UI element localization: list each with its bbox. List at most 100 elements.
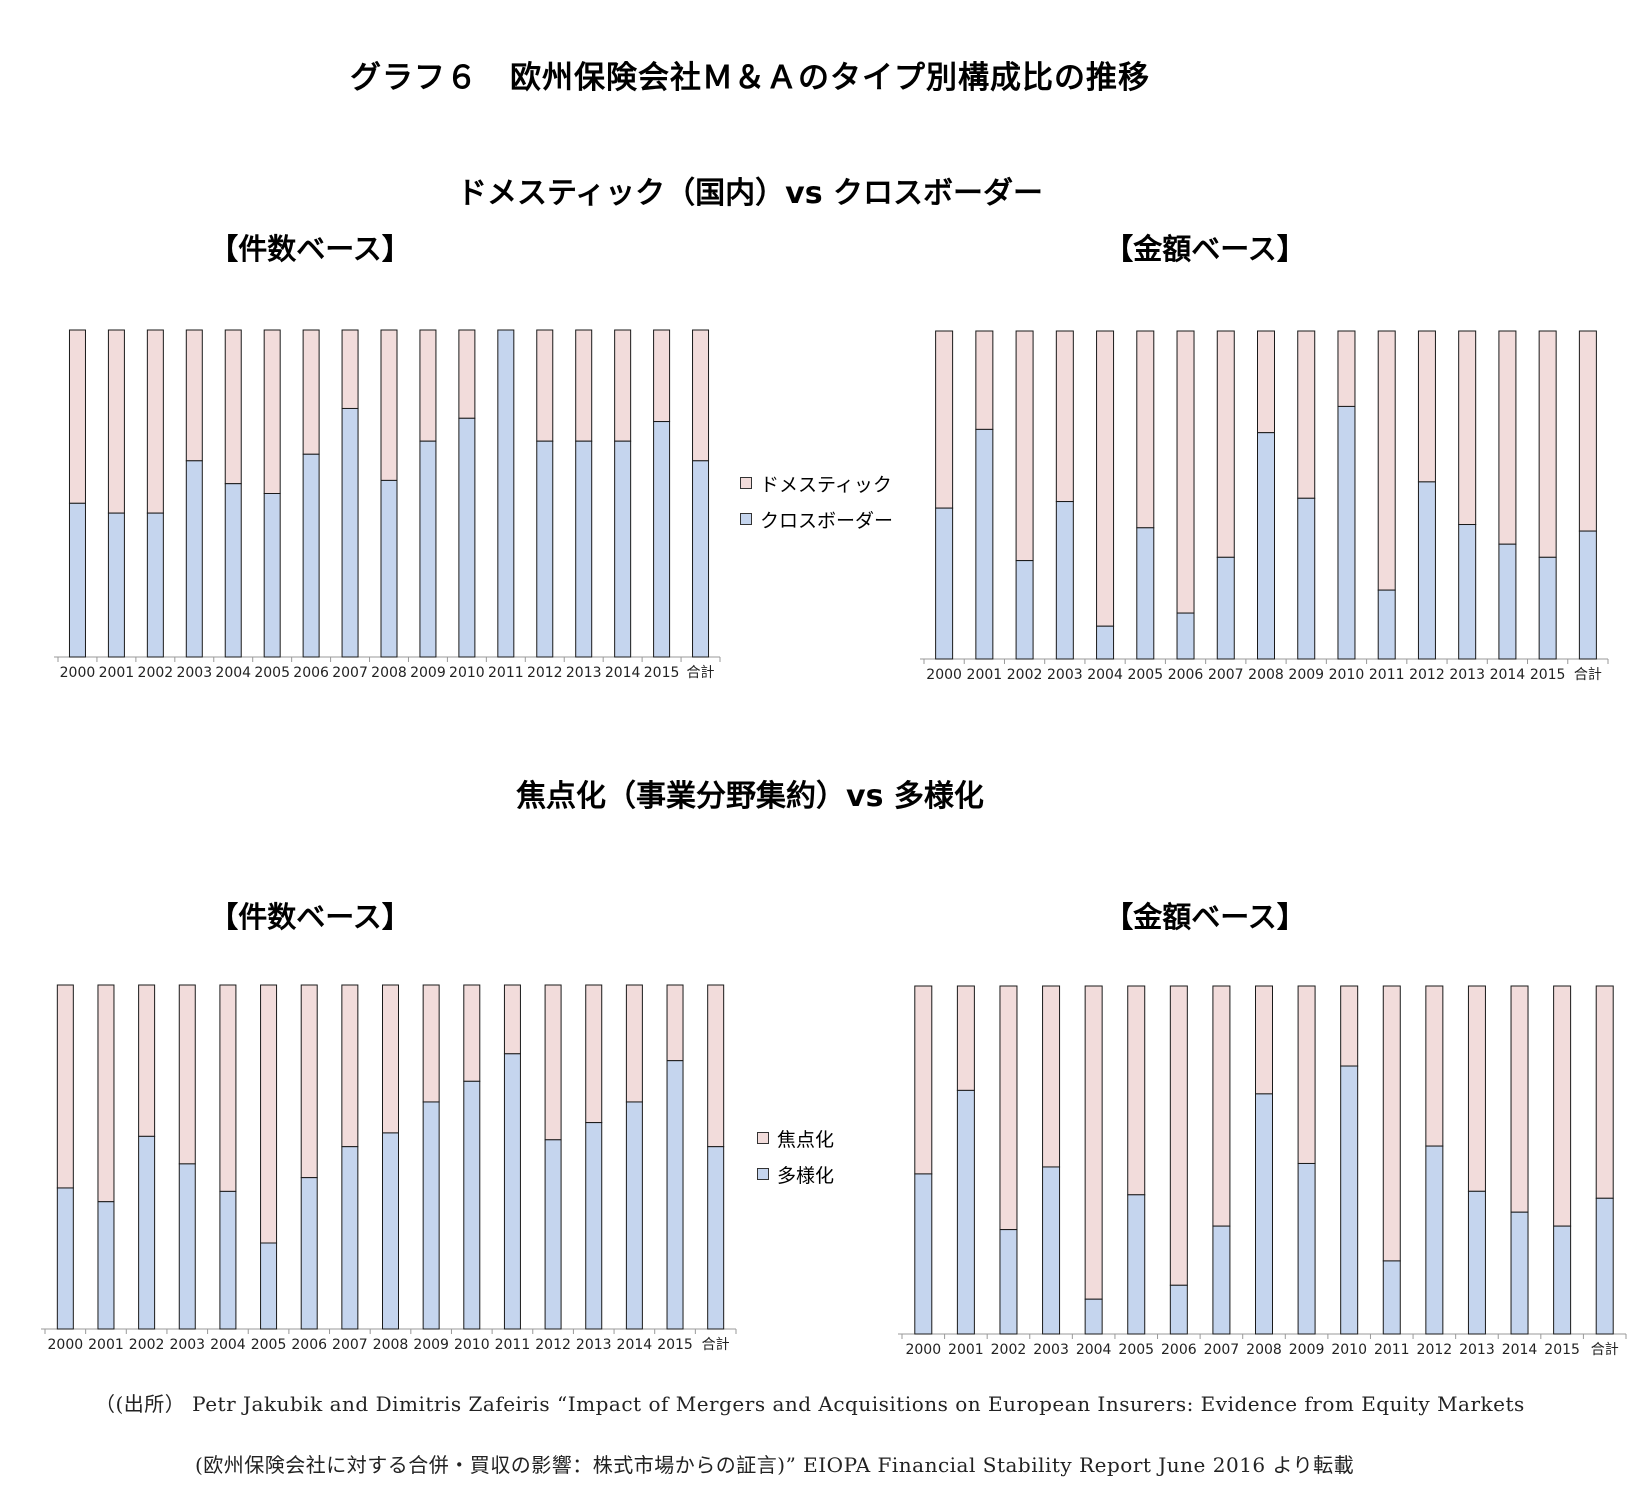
- legend-label-crossborder: クロスボーダー: [760, 509, 894, 532]
- bar-bottom-count-domestic-crossborder-2: [146, 512, 164, 658]
- bar-top-count-focus-diversify-16: [707, 984, 725, 1148]
- x-tick-label-count-domestic-crossborder-11: 2011: [488, 665, 524, 681]
- bar-bottom-value-domestic-crossborder-3: [1055, 501, 1074, 660]
- bar-bottom-count-focus-diversify-14: [625, 1101, 643, 1330]
- legend-swatch-crossborder: [740, 513, 752, 525]
- bar-top-value-domestic-crossborder-7: [1216, 330, 1235, 558]
- bar-bottom-count-focus-diversify-5: [260, 1242, 278, 1330]
- bar-bottom-count-focus-diversify-10: [463, 1080, 481, 1330]
- bar-top-value-focus-diversify-15: [1553, 985, 1572, 1227]
- x-tick-label-value-domestic-crossborder-7: 2007: [1208, 667, 1244, 683]
- bar-top-count-domestic-crossborder-14: [614, 329, 632, 442]
- x-tick-label-value-focus-diversify-15: 2015: [1544, 1342, 1580, 1358]
- bar-bottom-count-focus-diversify-6: [300, 1177, 318, 1330]
- x-tick-label-value-focus-diversify-10: 2010: [1331, 1342, 1367, 1358]
- bar-top-count-focus-diversify-7: [341, 984, 359, 1148]
- bar-top-value-domestic-crossborder-1: [975, 330, 994, 430]
- bar-bottom-count-domestic-crossborder-3: [185, 460, 203, 658]
- x-tick-label-count-focus-diversify-4: 2004: [210, 1337, 246, 1353]
- x-tick-label-value-focus-diversify-11: 2011: [1374, 1342, 1410, 1358]
- bar-bottom-value-focus-diversify-7: [1212, 1225, 1231, 1335]
- bar-bottom-value-focus-diversify-13: [1467, 1190, 1486, 1335]
- x-tick-label-count-focus-diversify-11: 2011: [495, 1337, 531, 1353]
- bar-top-count-domestic-crossborder-6: [302, 329, 320, 455]
- bar-bottom-value-focus-diversify-6: [1169, 1284, 1188, 1335]
- bar-bottom-value-domestic-crossborder-0: [935, 507, 954, 660]
- bar-top-count-focus-diversify-3: [178, 984, 196, 1165]
- bar-top-value-domestic-crossborder-16: [1578, 330, 1597, 532]
- bar-top-count-domestic-crossborder-15: [653, 329, 671, 423]
- bar-top-count-focus-diversify-1: [97, 984, 115, 1203]
- source-line-1: （(出所） Petr Jakubik and Dimitris Zafeiris…: [95, 1392, 1525, 1416]
- x-tick-label-count-domestic-crossborder-3: 2003: [176, 665, 212, 681]
- x-tick-label-value-domestic-crossborder-10: 2010: [1329, 667, 1365, 683]
- x-tick-label-count-domestic-crossborder-2: 2002: [138, 665, 174, 681]
- bar-top-value-domestic-crossborder-5: [1136, 330, 1155, 529]
- bar-bottom-value-domestic-crossborder-6: [1176, 612, 1195, 660]
- x-tick-label-value-focus-diversify-9: 2009: [1289, 1342, 1325, 1358]
- bar-top-value-focus-diversify-2: [999, 985, 1018, 1231]
- x-tick-label-count-focus-diversify-0: 2000: [48, 1337, 84, 1353]
- bar-top-value-domestic-crossborder-13: [1458, 330, 1477, 526]
- bar-top-value-focus-diversify-11: [1382, 985, 1401, 1262]
- bar-bottom-value-domestic-crossborder-15: [1538, 556, 1557, 660]
- bar-bottom-count-focus-diversify-2: [138, 1135, 156, 1330]
- x-tick-label-count-focus-diversify-15: 2015: [657, 1337, 693, 1353]
- bar-top-value-focus-diversify-10: [1340, 985, 1359, 1067]
- legend-focus-diversify: 焦点化 多様化: [757, 1120, 834, 1192]
- subtitle-count-basis-2: 【件数ベース】: [209, 900, 411, 934]
- x-tick-label-count-domestic-crossborder-1: 2001: [99, 665, 135, 681]
- x-tick-label-value-domestic-crossborder-2: 2002: [1007, 667, 1043, 683]
- x-tick-label-value-focus-diversify-4: 2004: [1076, 1342, 1112, 1358]
- bar-top-value-focus-diversify-14: [1510, 985, 1529, 1213]
- bar-bottom-value-domestic-crossborder-1: [975, 428, 994, 660]
- bar-top-value-domestic-crossborder-15: [1538, 330, 1557, 558]
- legend-label-domestic: ドメスティック: [760, 473, 892, 496]
- bar-bottom-count-focus-diversify-15: [666, 1060, 684, 1330]
- bar-top-count-domestic-crossborder-1: [107, 329, 125, 514]
- subtitle-value-basis-2: 【金額ベース】: [1104, 900, 1306, 934]
- bar-top-value-focus-diversify-12: [1425, 985, 1444, 1147]
- bar-bottom-count-domestic-crossborder-15: [653, 421, 671, 658]
- x-tick-label-value-domestic-crossborder-9: 2009: [1288, 667, 1324, 683]
- bar-bottom-value-domestic-crossborder-11: [1377, 589, 1396, 660]
- section-title-focus-diversify: 焦点化（事業分野集約）vs 多様化: [516, 779, 984, 814]
- bar-top-count-domestic-crossborder-5: [263, 329, 281, 494]
- legend-swatch-domestic: [740, 477, 752, 489]
- bar-bottom-value-domestic-crossborder-5: [1136, 527, 1155, 660]
- bar-bottom-count-domestic-crossborder-8: [380, 479, 398, 658]
- bar-top-value-focus-diversify-3: [1042, 985, 1061, 1168]
- x-tick-label-value-focus-diversify-6: 2006: [1161, 1342, 1197, 1358]
- bar-top-count-domestic-crossborder-7: [341, 329, 359, 409]
- x-tick-label-value-domestic-crossborder-13: 2013: [1449, 667, 1485, 683]
- x-tick-label-count-focus-diversify-1: 2001: [88, 1337, 124, 1353]
- x-tick-label-value-domestic-crossborder-5: 2005: [1127, 667, 1163, 683]
- bar-top-count-focus-diversify-12: [544, 984, 562, 1141]
- x-tick-label-value-domestic-crossborder-15: 2015: [1530, 667, 1566, 683]
- bar-bottom-value-domestic-crossborder-12: [1417, 481, 1436, 660]
- bar-top-count-focus-diversify-10: [463, 984, 481, 1082]
- source-line-2: (欧州保険会社に対する合併・買収の影響：株式市場からの証言)” EIOPA Fi…: [195, 1453, 1355, 1477]
- bar-top-count-domestic-crossborder-4: [224, 329, 242, 485]
- bar-bottom-value-focus-diversify-15: [1553, 1225, 1572, 1335]
- bar-bottom-value-focus-diversify-5: [1127, 1194, 1146, 1335]
- bar-bottom-value-domestic-crossborder-14: [1498, 543, 1517, 660]
- bar-top-count-focus-diversify-13: [585, 984, 603, 1124]
- x-tick-label-count-focus-diversify-5: 2005: [251, 1337, 287, 1353]
- bar-bottom-count-focus-diversify-4: [219, 1190, 237, 1330]
- x-tick-label-value-domestic-crossborder-6: 2006: [1168, 667, 1204, 683]
- bar-top-count-focus-diversify-15: [666, 984, 684, 1062]
- bar-bottom-count-domestic-crossborder-7: [341, 407, 359, 658]
- bar-bottom-count-domestic-crossborder-4: [224, 483, 242, 658]
- bar-top-value-focus-diversify-9: [1297, 985, 1316, 1164]
- bar-bottom-value-domestic-crossborder-10: [1337, 405, 1356, 660]
- bar-bottom-count-focus-diversify-9: [422, 1101, 440, 1330]
- bar-bottom-value-focus-diversify-11: [1382, 1260, 1401, 1335]
- x-tick-label-value-domestic-crossborder-16: 合計: [1574, 667, 1602, 683]
- x-tick-label-count-focus-diversify-12: 2012: [535, 1337, 571, 1353]
- bar-bottom-count-focus-diversify-11: [503, 1053, 521, 1330]
- x-tick-label-value-domestic-crossborder-12: 2012: [1409, 667, 1445, 683]
- x-tick-label-count-domestic-crossborder-13: 2013: [566, 665, 602, 681]
- x-tick-label-count-domestic-crossborder-9: 2009: [410, 665, 446, 681]
